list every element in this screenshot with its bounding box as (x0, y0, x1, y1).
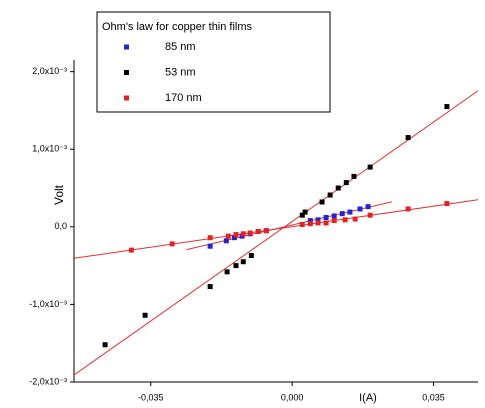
data-point (405, 135, 411, 141)
data-point (327, 192, 333, 198)
data-point (299, 212, 305, 218)
y-tick-label: 2,0x10⁻³ (32, 66, 67, 76)
x-tick-label: 0,035 (422, 392, 445, 402)
data-point (343, 180, 349, 186)
data-point (225, 233, 231, 239)
fit-line (74, 90, 478, 376)
y-tick-label: -1,0x10⁻³ (29, 299, 67, 309)
data-point (352, 216, 358, 222)
data-point (231, 235, 237, 241)
data-point (142, 312, 148, 318)
data-point (357, 206, 363, 212)
data-point (102, 342, 108, 348)
data-point (367, 212, 373, 218)
data-point (342, 217, 348, 223)
legend-box (96, 11, 331, 113)
data-point (315, 217, 321, 223)
legend-label: 170 nm (165, 92, 202, 104)
data-point (339, 211, 345, 217)
legend-label: 53 nm (165, 66, 196, 78)
data-point (323, 215, 329, 221)
y-tick-label: 0,0 (54, 221, 67, 231)
y-tick-label: -2,0x10⁻³ (29, 376, 67, 386)
data-point (299, 221, 305, 227)
data-point (331, 218, 337, 224)
legend-label: 85 nm (165, 41, 196, 53)
data-point (347, 209, 353, 215)
x-tick-label: 0,000 (281, 392, 304, 402)
data-point (405, 206, 411, 212)
data-point (207, 235, 213, 241)
data-point (233, 263, 239, 269)
data-point (365, 204, 371, 210)
data-point (319, 199, 325, 205)
x-axis-label: I(A) (359, 392, 377, 404)
legend-marker (124, 70, 129, 75)
x-tick-label: -0,035 (138, 392, 164, 402)
data-point (207, 243, 213, 249)
data-point (169, 241, 175, 247)
data-point (223, 238, 229, 244)
data-point (315, 220, 321, 226)
data-point (307, 218, 313, 224)
data-point (240, 231, 246, 237)
data-point (307, 221, 313, 227)
data-point (323, 220, 329, 226)
data-point (367, 164, 373, 170)
data-point (248, 253, 254, 259)
data-point (444, 104, 450, 110)
data-point (233, 232, 239, 238)
legend-title: Ohm's law for copper thin films (102, 21, 253, 33)
data-point (351, 173, 357, 179)
data-point (335, 185, 341, 191)
legend-marker (124, 44, 129, 50)
y-tick-label: 1,0x10⁻³ (32, 144, 67, 154)
legend-marker (124, 95, 129, 101)
data-point (224, 269, 230, 275)
data-point (240, 259, 246, 265)
data-point (128, 247, 134, 253)
data-point (207, 284, 213, 290)
fit-line (74, 199, 478, 259)
data-point (444, 201, 450, 207)
data-point (302, 209, 308, 215)
data-point (255, 228, 261, 234)
data-point (263, 228, 269, 234)
data-point (247, 230, 253, 236)
data-point (331, 213, 337, 219)
y-axis-label: Volt (52, 184, 66, 205)
